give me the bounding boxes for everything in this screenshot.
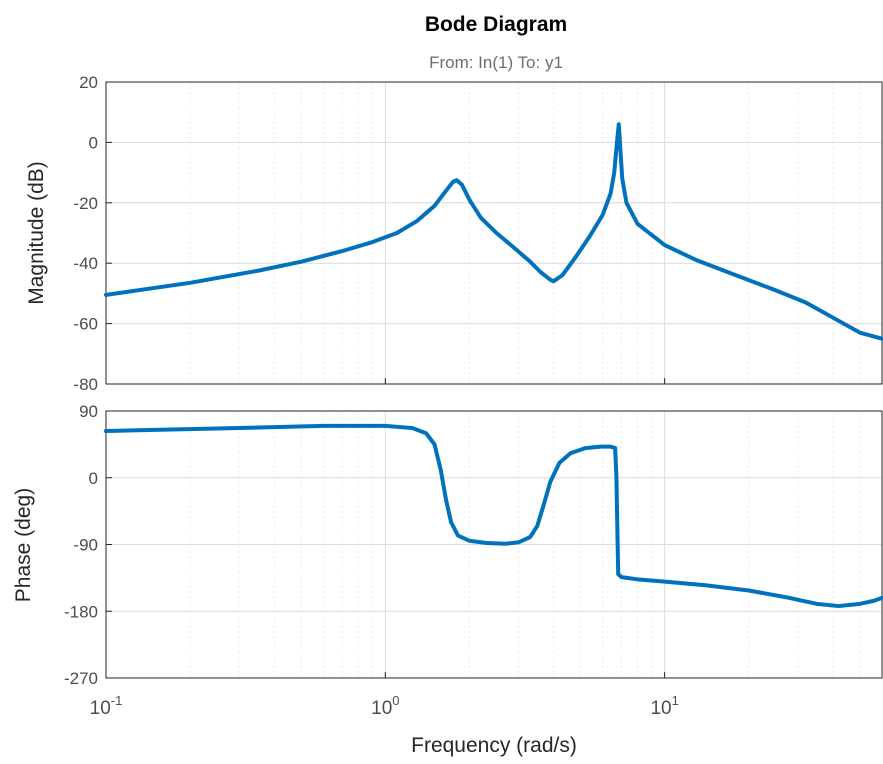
x-tick-label: 100: [371, 693, 399, 719]
magnitude-y-tick-label: 20: [79, 73, 98, 92]
frequency-x-ticks: 10-1 100 101: [90, 378, 679, 719]
x-tick-label: 101: [650, 693, 678, 719]
phase-axis-label: Phase (deg): [12, 488, 35, 602]
phase-y-tick-label: 0: [89, 469, 98, 488]
magnitude-panel: 20 0 -20 -40 -60 -80 Magnitude (dB): [25, 73, 883, 394]
frequency-axis-label: Frequency (rad/s): [411, 734, 577, 757]
chart-subtitle: From: In(1) To: y1: [429, 53, 563, 72]
phase-panel: 90 0 -90 -180 -270 Phase (deg): [12, 402, 883, 688]
magnitude-axis-label: Magnitude (dB): [25, 161, 48, 305]
magnitude-y-tick-label: 0: [89, 133, 98, 152]
phase-y-tick-label: -90: [73, 536, 98, 555]
phase-y-tick-label: 90: [79, 402, 98, 421]
magnitude-y-ticks: 20 0 -20 -40 -60 -80: [73, 73, 112, 394]
x-tick-label: 10-1: [90, 693, 123, 719]
chart-title: Bode Diagram: [425, 13, 567, 36]
phase-y-tick-label: -270: [64, 669, 98, 688]
magnitude-y-tick-label: -40: [73, 254, 98, 273]
phase-series-line: [104, 423, 883, 609]
magnitude-y-tick-label: -80: [73, 375, 98, 394]
magnitude-y-tick-label: -20: [73, 194, 98, 213]
magnitude-axes-box: [105, 81, 883, 385]
magnitude-y-tick-label: -60: [73, 315, 98, 334]
phase-y-ticks: 90 0 -90 -180 -270: [64, 402, 112, 688]
magnitude-series-line: [104, 122, 883, 341]
phase-y-tick-label: -180: [64, 602, 98, 621]
